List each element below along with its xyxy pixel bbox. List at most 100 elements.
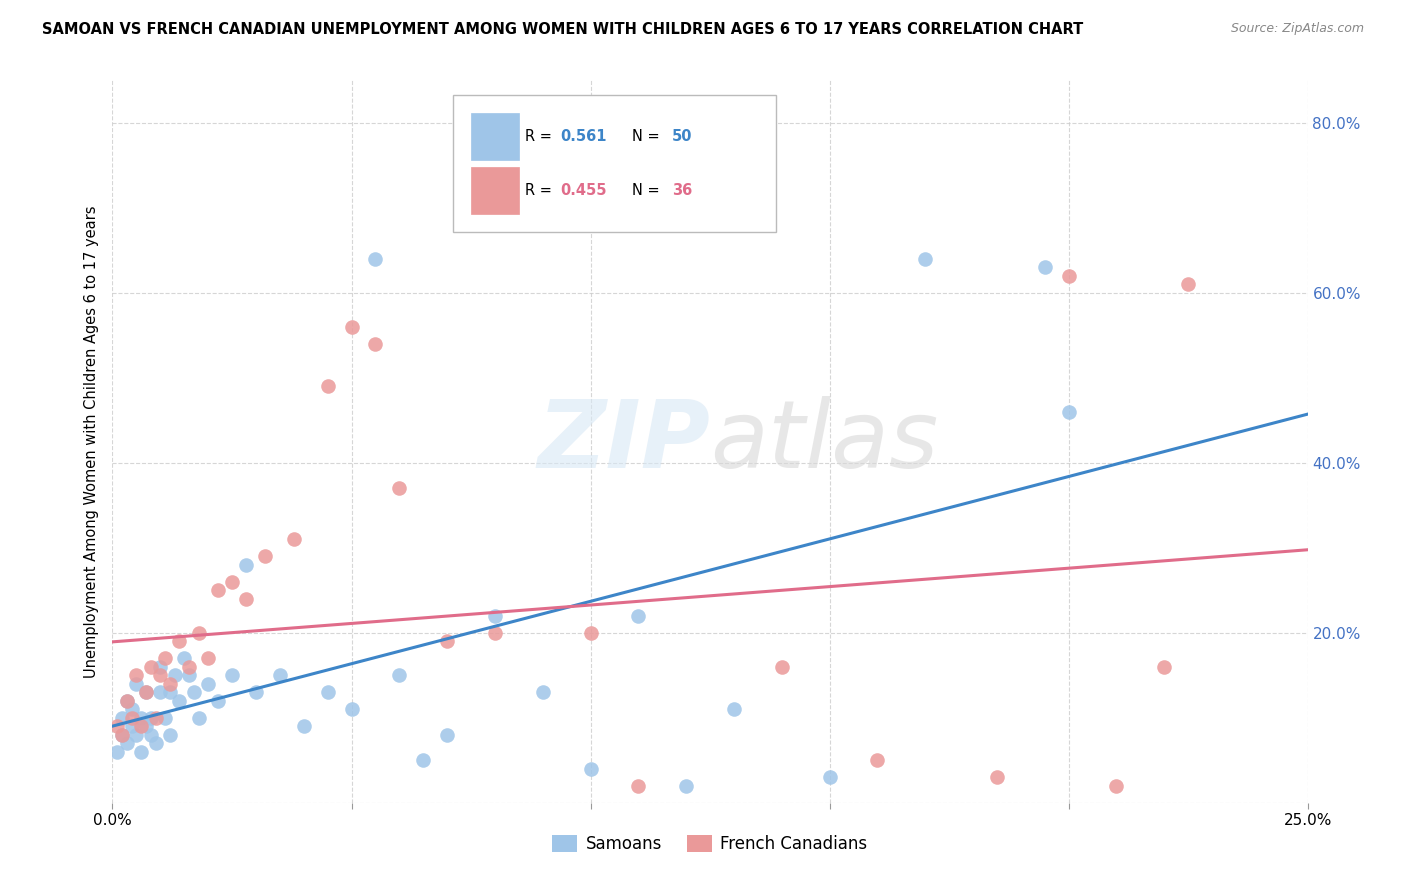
Point bbox=[197, 651, 219, 665]
Point bbox=[153, 651, 176, 665]
Point bbox=[207, 694, 229, 708]
Point bbox=[153, 711, 176, 725]
Point bbox=[1177, 277, 1199, 292]
Point bbox=[388, 668, 411, 682]
Point bbox=[115, 694, 138, 708]
Point bbox=[364, 336, 387, 351]
Point bbox=[412, 753, 434, 767]
Point bbox=[105, 719, 128, 733]
FancyBboxPatch shape bbox=[471, 167, 519, 214]
Text: Source: ZipAtlas.com: Source: ZipAtlas.com bbox=[1230, 22, 1364, 36]
Point bbox=[149, 685, 172, 699]
Point bbox=[221, 668, 243, 682]
Point bbox=[986, 770, 1008, 784]
Point bbox=[235, 591, 257, 606]
Point bbox=[627, 608, 650, 623]
Point bbox=[125, 668, 148, 682]
Point bbox=[129, 711, 152, 725]
Point bbox=[111, 728, 134, 742]
Point bbox=[173, 651, 195, 665]
Point bbox=[1057, 405, 1080, 419]
Point bbox=[1033, 260, 1056, 275]
Point bbox=[169, 634, 191, 648]
Point bbox=[125, 728, 148, 742]
Point bbox=[129, 745, 152, 759]
Point bbox=[723, 702, 745, 716]
Point bbox=[149, 668, 172, 682]
Text: ZIP: ZIP bbox=[537, 395, 710, 488]
Text: 36: 36 bbox=[672, 183, 692, 198]
Point bbox=[340, 702, 363, 716]
Point bbox=[115, 694, 138, 708]
Point bbox=[245, 685, 267, 699]
Point bbox=[866, 753, 889, 767]
Point bbox=[531, 685, 554, 699]
Text: N =: N = bbox=[633, 129, 665, 145]
Point bbox=[207, 583, 229, 598]
Point bbox=[135, 719, 157, 733]
FancyBboxPatch shape bbox=[453, 95, 776, 232]
Text: atlas: atlas bbox=[710, 396, 938, 487]
Point bbox=[139, 660, 162, 674]
Point bbox=[316, 685, 339, 699]
Point bbox=[177, 660, 200, 674]
FancyBboxPatch shape bbox=[471, 112, 519, 160]
Point bbox=[1057, 268, 1080, 283]
Point bbox=[121, 702, 143, 716]
Point bbox=[115, 736, 138, 750]
Text: SAMOAN VS FRENCH CANADIAN UNEMPLOYMENT AMONG WOMEN WITH CHILDREN AGES 6 TO 17 YE: SAMOAN VS FRENCH CANADIAN UNEMPLOYMENT A… bbox=[42, 22, 1084, 37]
Text: 0.455: 0.455 bbox=[561, 183, 607, 198]
Y-axis label: Unemployment Among Women with Children Ages 6 to 17 years: Unemployment Among Women with Children A… bbox=[84, 205, 100, 678]
Point bbox=[436, 728, 458, 742]
Point bbox=[187, 625, 209, 640]
Point bbox=[254, 549, 277, 564]
Point bbox=[135, 685, 157, 699]
Point bbox=[364, 252, 387, 266]
Point bbox=[135, 685, 157, 699]
Point bbox=[269, 668, 291, 682]
Text: R =: R = bbox=[524, 183, 557, 198]
Text: N =: N = bbox=[633, 183, 665, 198]
Point bbox=[1153, 660, 1175, 674]
Point bbox=[125, 677, 148, 691]
Point bbox=[121, 711, 143, 725]
Point bbox=[235, 558, 257, 572]
Legend: Samoans, French Canadians: Samoans, French Canadians bbox=[546, 828, 875, 860]
Point bbox=[183, 685, 205, 699]
Point bbox=[197, 677, 219, 691]
Point bbox=[145, 711, 167, 725]
Point bbox=[292, 719, 315, 733]
Point bbox=[436, 634, 458, 648]
Point bbox=[169, 694, 191, 708]
Point bbox=[121, 719, 143, 733]
Point bbox=[149, 660, 172, 674]
Point bbox=[914, 252, 936, 266]
Point bbox=[129, 719, 152, 733]
Point bbox=[111, 711, 134, 725]
Point bbox=[163, 668, 186, 682]
Point bbox=[579, 762, 602, 776]
Point bbox=[770, 660, 793, 674]
Point bbox=[221, 574, 243, 589]
Point bbox=[283, 533, 305, 547]
Point bbox=[484, 608, 506, 623]
Point bbox=[187, 711, 209, 725]
Point bbox=[484, 625, 506, 640]
Point bbox=[388, 481, 411, 495]
Point bbox=[145, 736, 167, 750]
Text: 50: 50 bbox=[672, 129, 692, 145]
Point bbox=[818, 770, 841, 784]
Point bbox=[627, 779, 650, 793]
Point bbox=[111, 728, 134, 742]
Point bbox=[177, 668, 200, 682]
Point bbox=[159, 677, 181, 691]
Point bbox=[340, 319, 363, 334]
Point bbox=[675, 779, 697, 793]
Text: 0.561: 0.561 bbox=[561, 129, 607, 145]
Point bbox=[159, 728, 181, 742]
Point bbox=[1105, 779, 1128, 793]
Point bbox=[139, 728, 162, 742]
Point bbox=[579, 625, 602, 640]
Point bbox=[105, 745, 128, 759]
Point bbox=[316, 379, 339, 393]
